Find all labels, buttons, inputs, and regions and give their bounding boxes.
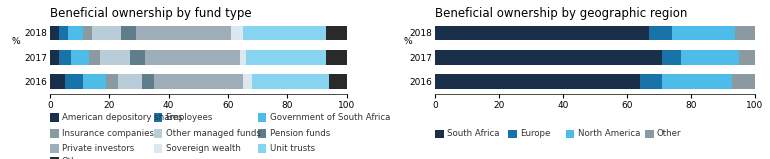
Bar xyxy=(130,50,145,65)
Bar xyxy=(649,26,671,40)
Bar xyxy=(252,74,329,89)
Text: North America: North America xyxy=(578,129,640,138)
Bar xyxy=(145,50,239,65)
Bar xyxy=(50,26,59,40)
Bar xyxy=(732,74,755,89)
Text: Other: Other xyxy=(657,129,681,138)
Bar xyxy=(59,26,68,40)
Bar xyxy=(119,74,142,89)
Text: Employees: Employees xyxy=(166,113,213,122)
Text: Insurance companies: Insurance companies xyxy=(62,129,153,138)
Bar xyxy=(738,50,755,65)
Bar xyxy=(92,26,121,40)
Text: Pension funds: Pension funds xyxy=(270,129,330,138)
Text: Beneficial ownership by fund type: Beneficial ownership by fund type xyxy=(50,7,252,20)
Bar xyxy=(82,74,106,89)
Text: Beneficial ownership by geographic region: Beneficial ownership by geographic regio… xyxy=(435,7,688,20)
Text: South Africa: South Africa xyxy=(447,129,499,138)
Text: Europe: Europe xyxy=(520,129,550,138)
Text: Government of South Africa: Government of South Africa xyxy=(270,113,390,122)
Bar xyxy=(106,74,119,89)
Bar xyxy=(435,26,649,40)
Bar xyxy=(136,26,231,40)
Bar xyxy=(59,50,71,65)
Bar xyxy=(662,74,732,89)
Bar xyxy=(246,50,326,65)
Bar xyxy=(231,26,243,40)
Text: Private investors: Private investors xyxy=(62,144,134,153)
Bar xyxy=(68,26,82,40)
Text: Other: Other xyxy=(62,157,86,159)
Bar xyxy=(326,26,346,40)
Text: American depository shares: American depository shares xyxy=(62,113,182,122)
Bar xyxy=(239,50,246,65)
Bar xyxy=(735,26,755,40)
Bar xyxy=(121,26,136,40)
Bar xyxy=(435,50,662,65)
Bar xyxy=(662,50,681,65)
Bar xyxy=(326,50,346,65)
Bar xyxy=(71,50,89,65)
Text: Sovereign wealth: Sovereign wealth xyxy=(166,144,240,153)
Bar xyxy=(142,74,154,89)
Text: Unit trusts: Unit trusts xyxy=(270,144,315,153)
Text: Other managed funds: Other managed funds xyxy=(166,129,260,138)
Bar xyxy=(89,50,100,65)
Bar xyxy=(640,74,662,89)
Bar xyxy=(681,50,738,65)
Bar xyxy=(50,50,59,65)
Bar xyxy=(154,74,243,89)
Text: %: % xyxy=(403,37,412,46)
Bar xyxy=(243,26,326,40)
Bar xyxy=(329,74,347,89)
Bar xyxy=(671,26,735,40)
Bar xyxy=(100,50,130,65)
Bar xyxy=(82,26,92,40)
Bar xyxy=(243,74,252,89)
Bar xyxy=(435,74,640,89)
Text: %: % xyxy=(12,37,20,46)
Bar xyxy=(65,74,82,89)
Bar xyxy=(50,74,65,89)
